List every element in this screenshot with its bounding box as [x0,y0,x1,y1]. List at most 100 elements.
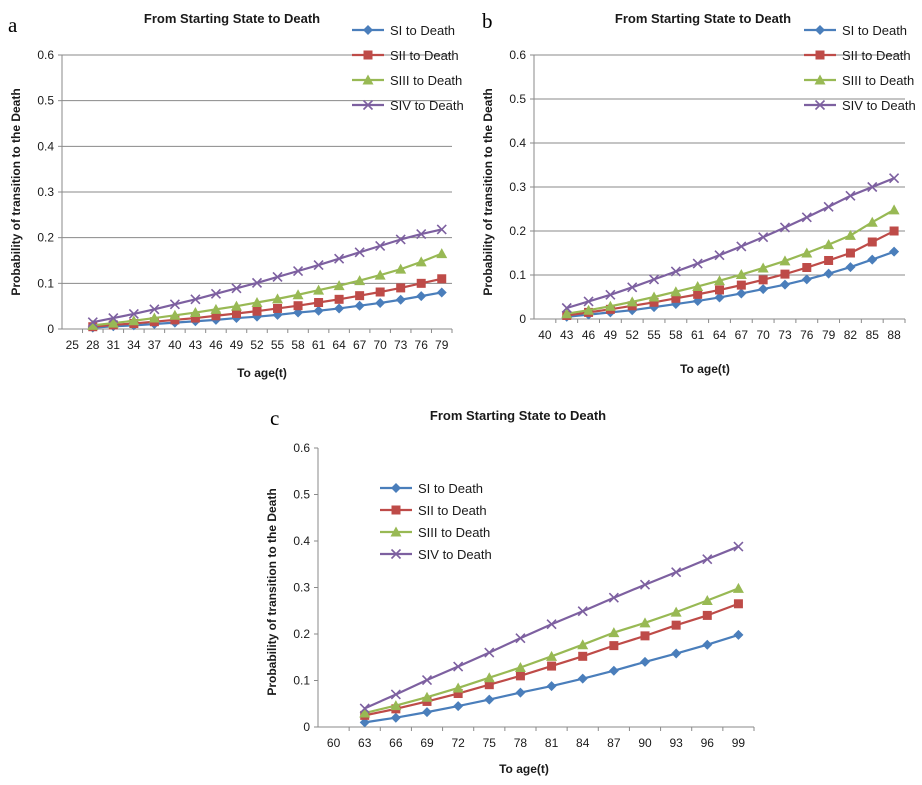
panel-a-chart: a From Starting State to Death 0 0.1 0.2 0.3 0… [8,11,464,380]
x-tick-label: 52 [250,338,264,352]
y-tick-label: 0.3 [37,185,54,199]
data-point-siv [671,567,682,578]
data-point-siii [714,275,725,286]
data-point-sii [211,311,221,321]
series-line-siii [566,208,895,315]
data-point-si [608,665,619,676]
data-point-sii [824,255,834,265]
legend-marker-si [363,25,373,35]
panel-letter: b [482,9,493,33]
data-point-siii [626,296,638,307]
data-point-si [354,300,365,311]
legend-label: SII to Death [418,503,487,518]
data-point-sii [578,651,588,661]
x-tick-label: 70 [756,328,770,342]
data-point-siii [692,280,704,291]
data-point-sii [453,689,463,699]
y-tick-label: 0.6 [293,441,310,455]
y-tick-label: 0.4 [293,534,310,548]
data-point-siv [210,288,222,299]
y-axis-title: Probability of transition to the Death [9,88,23,295]
data-point-siii [801,247,813,258]
y-axis-title: Probability of transition to the Death [265,488,279,695]
data-point-siv [801,212,812,223]
data-point-sii [314,298,324,308]
y-tick-label: 0.4 [509,136,526,150]
data-point-siv [108,312,119,324]
legend-marker-sii [815,50,825,60]
y-axis-title: Probability of transition to the Death [481,88,495,295]
data-point-siv [639,579,651,590]
data-point-siv [149,304,160,315]
y-tick-label: 0.1 [293,674,310,688]
legend-label: SIV to Death [418,547,492,562]
data-point-siv [736,241,747,252]
data-point-siv [627,282,638,293]
data-point-sii [170,315,180,325]
x-tick-label: 31 [107,338,121,352]
x-tick-label: 28 [86,338,100,352]
data-point-si [671,648,682,659]
data-point-si [889,246,900,257]
data-point-siv [395,234,406,245]
y-tick-label: 0.2 [509,224,526,238]
data-point-siii [415,256,427,267]
data-point-siv [334,253,345,264]
data-point-siv [608,592,619,603]
x-tick-label: 96 [701,736,715,750]
x-tick-label: 43 [560,328,574,342]
legend-label: SIII to Death [842,73,914,88]
data-point-siii [452,682,464,693]
data-point-siv [375,240,386,251]
x-tick-label: 67 [735,328,749,342]
chart-title: From Starting State to Death [430,408,606,423]
y-tick-label: 0.2 [293,627,310,641]
data-point-siv [867,181,878,193]
legend-label: SI to Death [390,23,455,38]
chart-title: From Starting State to Death [615,11,791,26]
legend-marker-siii [390,526,402,537]
data-point-sii [867,237,877,247]
data-point-sii [293,301,303,311]
data-point-si [453,701,464,712]
legend-marker-si [815,25,825,35]
x-tick-label: 49 [604,328,618,342]
data-point-siii [251,297,263,308]
y-tick-label: 0.5 [509,92,526,106]
data-point-siii [359,707,371,718]
legend-marker-sii [363,50,373,60]
data-point-siv [577,606,588,617]
data-point-siii [701,595,713,606]
data-point-si [801,274,812,285]
data-point-siv [354,247,365,258]
series-line-siii [92,252,443,327]
panel-letter: c [270,406,279,430]
x-axis-title: To age(t) [237,366,287,380]
data-point-si [758,284,769,295]
data-point-si [779,279,790,290]
data-point-siv [648,274,660,285]
legend-label: SII to Death [842,48,911,63]
data-point-sii [273,303,283,313]
data-point-sii [375,287,385,297]
x-tick-label: 90 [638,736,652,750]
data-point-si [334,303,345,314]
data-point-siv [670,266,681,277]
x-tick-label: 52 [626,328,640,342]
legend-label: SIII to Death [418,525,490,540]
x-tick-label: 76 [800,328,814,342]
data-point-siii [210,303,222,314]
data-point-siv [733,541,744,552]
data-point-siv [231,283,242,294]
legend-marker-siv [390,548,402,560]
y-tick-label: 0.5 [293,488,310,502]
data-point-siii [844,229,856,240]
y-tick-label: 0.1 [509,268,526,282]
data-point-siv [453,661,464,672]
data-point-sii [396,283,406,293]
x-tick-label: 40 [168,338,182,352]
x-tick-label: 40 [538,328,552,342]
data-point-siii [639,617,651,628]
data-point-siii [648,291,660,302]
data-point-siv [359,703,370,714]
